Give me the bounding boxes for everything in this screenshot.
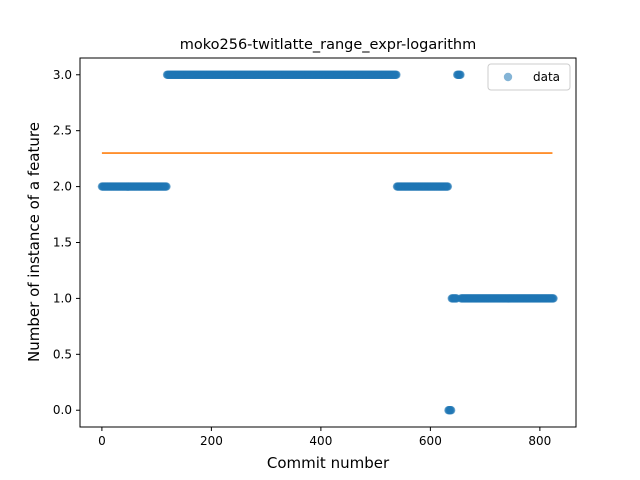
- x-tick-label: 400: [309, 434, 332, 448]
- x-tick-label: 0: [98, 434, 106, 448]
- legend-marker: [503, 72, 513, 82]
- x-tick-label: 800: [528, 434, 551, 448]
- y-axis-title: Number of instance of a feature: [25, 122, 43, 362]
- data-point: [392, 70, 401, 79]
- y-tick-label: 0.0: [53, 403, 72, 417]
- y-tick-label: 2.0: [53, 180, 72, 194]
- data-point: [446, 406, 456, 415]
- chart-title: moko256-twitlatte_range_expr-logarithm: [180, 37, 476, 53]
- y-tick-label: 0.5: [53, 347, 72, 361]
- plot-area: 0 200 400 600 800 0.0 0.5 1.0 1.5 2.0 2.5 3.0 data: [53, 57, 577, 448]
- legend-label: data: [533, 70, 560, 84]
- y-tick-label: 1.5: [53, 236, 72, 250]
- y-tick-label: 3.0: [53, 68, 72, 82]
- data-point: [443, 182, 453, 191]
- legend-box: [487, 63, 571, 91]
- y-tick-label: 1.0: [53, 291, 72, 305]
- y-tick-label: 2.5: [53, 124, 72, 138]
- data-point: [549, 294, 558, 303]
- x-tick-label: 200: [200, 434, 223, 448]
- x-tick-label: 600: [419, 434, 442, 448]
- data-point: [456, 70, 465, 79]
- data-point: [162, 182, 171, 191]
- x-axis-title: Commit number: [267, 454, 390, 472]
